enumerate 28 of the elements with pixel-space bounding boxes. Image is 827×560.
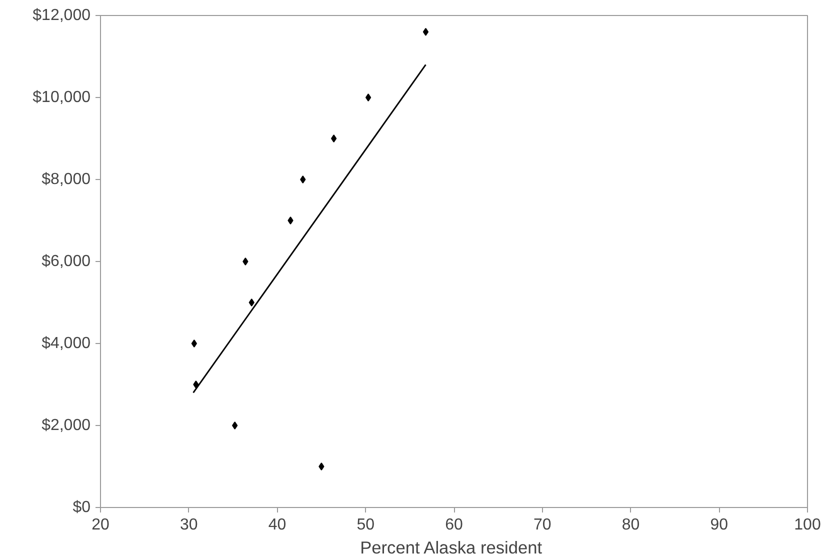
x-tick-label: 60: [445, 516, 463, 534]
point: [248, 298, 254, 306]
point: [242, 258, 248, 266]
x-tick-label: 40: [268, 516, 286, 534]
y-tick-label: $12,000: [32, 7, 91, 24]
x-tick-label: 100: [794, 516, 821, 534]
point: [288, 216, 294, 224]
x-tick-label: 70: [533, 516, 552, 534]
y-tick-label: $0: [72, 499, 91, 516]
point: [300, 176, 306, 184]
x-tick-label: 30: [180, 516, 198, 534]
point: [193, 380, 199, 388]
y-tick-label: $4,000: [42, 335, 91, 352]
x-axis-title: Percent Alaska resident: [360, 538, 542, 558]
y-tick-label: $6,000: [42, 253, 91, 270]
y-tick-label: $8,000: [42, 171, 91, 188]
x-tick-label: 20: [92, 516, 110, 534]
point: [318, 462, 324, 470]
point: [232, 422, 238, 430]
x-tick-label: 90: [710, 516, 728, 534]
y-tick-label: $2,000: [42, 417, 91, 434]
point: [191, 340, 198, 348]
point: [422, 28, 429, 36]
point: [330, 134, 337, 142]
y-tick-label: $10,000: [32, 89, 91, 106]
x-tick-label: 80: [622, 516, 640, 534]
x-tick-label: 50: [356, 516, 375, 534]
point: [365, 94, 372, 102]
